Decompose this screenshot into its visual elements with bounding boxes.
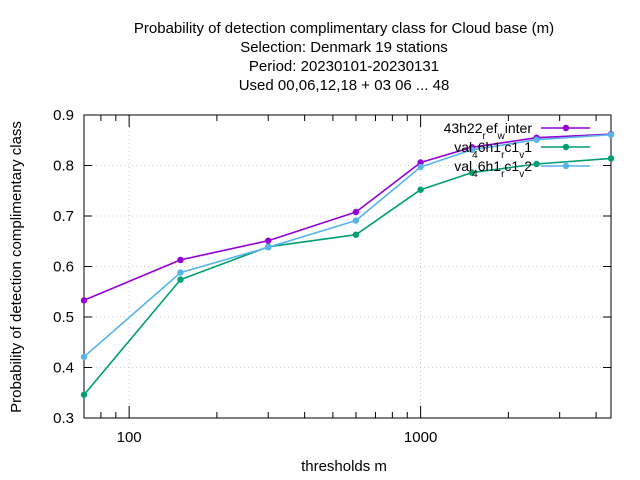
x-tick-label: 100 bbox=[117, 429, 142, 446]
y-tick-label: 0.8 bbox=[53, 158, 74, 175]
legend-label: 43h22refwinter bbox=[444, 120, 533, 142]
y-tick-label: 0.4 bbox=[53, 360, 74, 377]
legend-swatch-marker bbox=[562, 143, 570, 151]
series-line bbox=[83, 157, 612, 396]
data-point bbox=[417, 163, 424, 171]
data-point bbox=[533, 136, 540, 143]
legend-swatch-marker bbox=[562, 124, 570, 132]
x-tick-label: 1000 bbox=[404, 429, 437, 446]
legend-swatch-marker bbox=[562, 162, 570, 170]
series-2 bbox=[80, 155, 615, 398]
data-point bbox=[80, 297, 88, 304]
series-line bbox=[83, 133, 612, 302]
data-point bbox=[352, 231, 360, 238]
series-line bbox=[83, 133, 612, 358]
data-point bbox=[468, 169, 476, 176]
data-point bbox=[80, 353, 88, 361]
y-tick-label: 0.9 bbox=[53, 107, 74, 124]
data-point bbox=[352, 217, 360, 224]
data-point bbox=[417, 186, 424, 193]
data-point bbox=[265, 237, 272, 244]
series-1 bbox=[80, 130, 615, 304]
y-tick-label: 0.3 bbox=[53, 410, 74, 427]
data-point bbox=[177, 269, 184, 276]
y-tick-label: 0.7 bbox=[53, 208, 74, 225]
chart-title: Probability of detection complimentary c… bbox=[134, 20, 554, 94]
title-line-1: Probability of detection complimentary c… bbox=[134, 20, 554, 37]
x-axis-label: thresholds m bbox=[301, 458, 387, 475]
y-tick-label: 0.6 bbox=[53, 259, 74, 276]
y-tick-label: 0.5 bbox=[53, 309, 74, 326]
y-axis-label: Probability of detection complimentary c… bbox=[8, 121, 25, 413]
data-point bbox=[177, 276, 184, 283]
data-point bbox=[265, 244, 272, 251]
legend-label: val46h1rc1v2 bbox=[454, 158, 532, 180]
data-point bbox=[607, 155, 615, 162]
title-line-4: Used 00,06,12,18 + 03 06 ... 48 bbox=[239, 77, 450, 94]
series-3 bbox=[80, 131, 615, 361]
title-line-3: Period: 20230101-20230131 bbox=[249, 58, 439, 75]
legend-label: val46h1rc1v1 bbox=[454, 139, 532, 161]
series-layer bbox=[80, 130, 615, 398]
data-point bbox=[607, 131, 615, 138]
data-point bbox=[533, 160, 540, 168]
data-point bbox=[417, 159, 424, 166]
data-point bbox=[352, 208, 360, 216]
data-point bbox=[80, 391, 88, 398]
plot-area bbox=[83, 114, 612, 419]
grid bbox=[84, 115, 611, 418]
title-line-2: Selection: Denmark 19 stations bbox=[240, 39, 448, 56]
data-point bbox=[177, 256, 184, 264]
data-point bbox=[468, 146, 476, 154]
